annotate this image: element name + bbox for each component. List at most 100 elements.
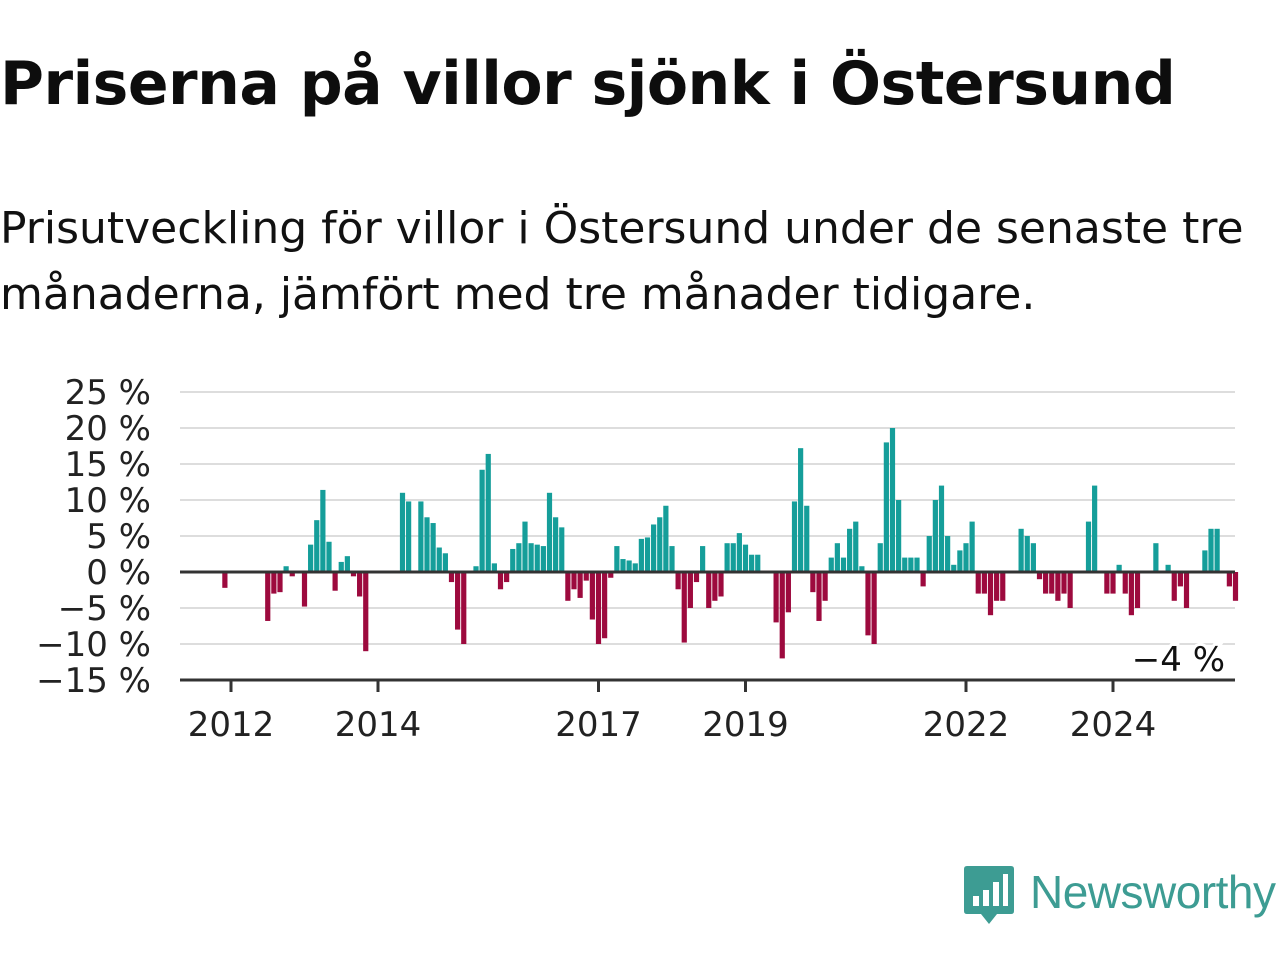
bar — [804, 505, 810, 572]
bar — [626, 560, 632, 572]
bar — [969, 521, 975, 572]
bar-chart: 25 %20 %15 %10 %5 %0 %−5 %−10 %−15 % 201… — [36, 373, 1239, 745]
bar — [577, 572, 583, 598]
x-tick-label: 2022 — [923, 705, 1010, 745]
annotations: −4 % — [1129, 637, 1228, 683]
bar — [534, 544, 540, 572]
bar — [1171, 572, 1177, 601]
y-tick-label: −10 % — [36, 625, 151, 665]
bar — [222, 572, 228, 588]
bar — [1134, 572, 1141, 608]
bar — [424, 517, 430, 572]
bar — [712, 572, 718, 601]
bar — [565, 572, 571, 601]
bar — [847, 528, 853, 572]
bars — [222, 428, 1239, 659]
x-axis: 2012 2014 2017 2019 2022 2024 — [180, 678, 1235, 745]
bar — [1214, 528, 1220, 572]
bar — [1018, 528, 1024, 572]
bar — [975, 572, 981, 594]
bar — [406, 501, 412, 572]
y-tick-label: 5 % — [86, 517, 151, 557]
bar — [651, 524, 657, 572]
bar — [632, 563, 638, 572]
bar — [822, 572, 828, 601]
bar — [810, 572, 816, 593]
bar — [571, 572, 577, 590]
bar — [1110, 572, 1116, 594]
bar — [436, 547, 442, 572]
bar — [981, 572, 987, 594]
brand-name: Newsworthy — [1030, 866, 1276, 918]
bar — [528, 543, 534, 572]
y-tick-label: 15 % — [65, 445, 151, 485]
bar — [1067, 572, 1073, 608]
bar — [301, 572, 308, 607]
bar — [399, 492, 406, 572]
bar — [657, 517, 663, 572]
bar — [638, 538, 644, 572]
bar — [357, 572, 363, 597]
chart-title: Priserna på villor sjönk i Östersund — [0, 49, 1176, 119]
bar — [693, 572, 700, 583]
bar — [1061, 572, 1067, 594]
bar — [951, 564, 957, 572]
bar — [834, 543, 840, 572]
bar — [461, 572, 467, 644]
bar — [889, 428, 896, 572]
bar — [1128, 572, 1134, 616]
bar — [681, 572, 687, 643]
bar — [883, 442, 889, 572]
bar — [265, 572, 271, 621]
bar — [865, 572, 871, 636]
bar — [663, 505, 669, 572]
bar — [1092, 485, 1098, 572]
bar — [553, 517, 559, 572]
bar — [718, 572, 724, 597]
bar — [271, 572, 277, 594]
bar — [1055, 572, 1061, 601]
y-axis-labels: 25 %20 %15 %10 %5 %0 %−5 %−10 %−15 % — [36, 373, 151, 701]
bar — [932, 500, 938, 572]
last-value-label: −4 % — [1132, 640, 1225, 680]
bar — [350, 572, 357, 577]
bar — [1232, 572, 1239, 601]
bar — [497, 572, 504, 590]
bar — [938, 485, 945, 572]
bar — [755, 554, 761, 572]
x-tick-label: 2024 — [1070, 705, 1157, 745]
bar — [479, 469, 485, 572]
bar — [1000, 572, 1006, 601]
bar — [620, 559, 626, 572]
x-tick-label: 2014 — [335, 705, 422, 745]
bar — [338, 561, 344, 572]
bar — [473, 566, 479, 572]
bar — [840, 557, 847, 572]
bar — [926, 536, 932, 572]
bar — [700, 546, 706, 572]
bar — [1049, 572, 1055, 594]
bar — [418, 501, 424, 572]
bar — [320, 489, 326, 572]
bar — [994, 572, 1000, 601]
bar — [773, 572, 779, 623]
bar — [987, 572, 994, 616]
bar — [706, 572, 712, 608]
chart-subtitle: Prisutveckling för villor i Östersund un… — [0, 203, 1244, 320]
bar — [583, 572, 589, 581]
bar — [1104, 572, 1110, 594]
y-tick-label: −5 % — [58, 589, 151, 629]
bar — [1226, 572, 1232, 587]
bar — [442, 553, 448, 572]
bar — [779, 572, 785, 659]
bar — [448, 572, 455, 583]
bar — [430, 523, 436, 572]
bar — [1024, 536, 1030, 572]
bar — [589, 572, 595, 620]
x-tick-label: 2019 — [702, 705, 789, 745]
bar — [730, 543, 736, 572]
bar — [871, 572, 877, 644]
bar — [877, 543, 883, 572]
bar — [920, 572, 926, 587]
bar — [522, 521, 528, 572]
